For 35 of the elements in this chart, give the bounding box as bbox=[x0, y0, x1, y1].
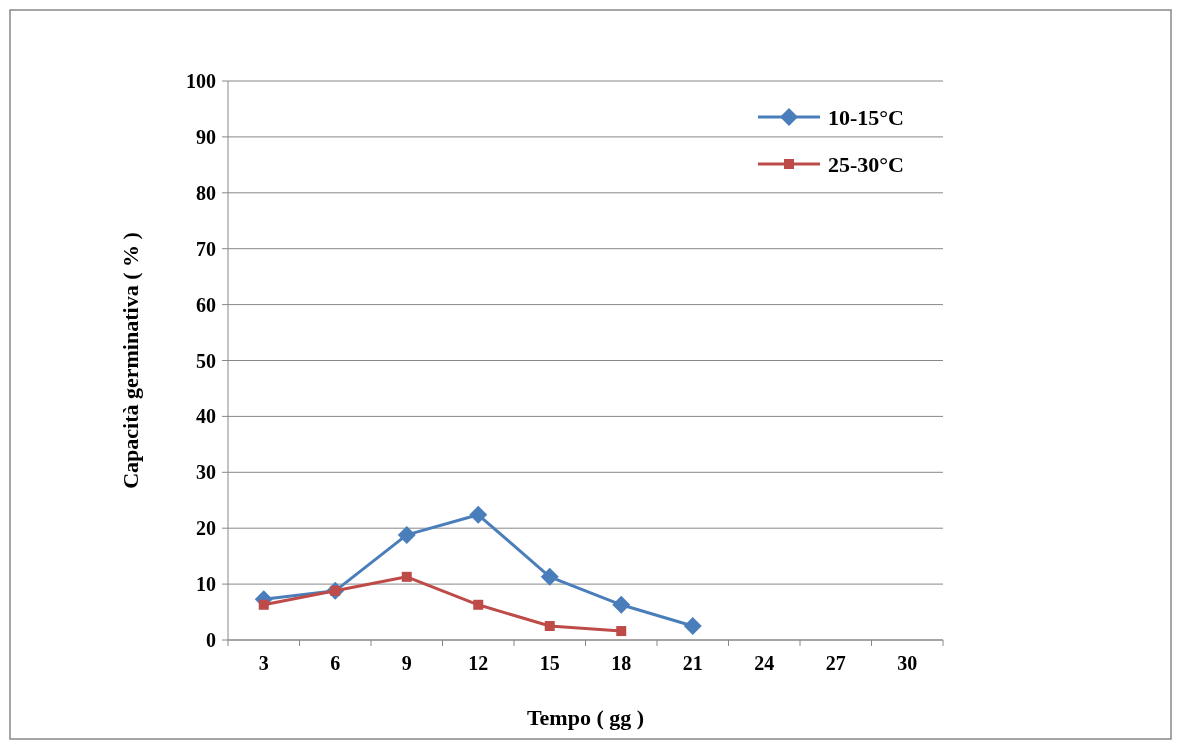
legend-label: 25-30°C bbox=[828, 151, 905, 177]
legend-label: 10-15°C bbox=[828, 104, 905, 130]
x-tick-label: 12 bbox=[468, 652, 489, 674]
x-tick-label: 27 bbox=[825, 652, 846, 674]
y-tick-label: 80 bbox=[196, 181, 216, 204]
y-tick-label: 60 bbox=[196, 293, 216, 316]
y-tick-label: 0 bbox=[206, 629, 216, 651]
y-tick-label: 20 bbox=[196, 517, 216, 540]
point bbox=[258, 599, 269, 610]
point bbox=[469, 505, 488, 524]
y-axis-title: Capacità germinativa ( % ) bbox=[118, 232, 143, 489]
point bbox=[683, 617, 702, 636]
point bbox=[540, 567, 559, 586]
y-tick-label: 40 bbox=[196, 405, 216, 428]
point bbox=[612, 595, 631, 614]
x-tick-label: 18 bbox=[611, 652, 632, 674]
x-axis-title: Tempo ( gg ) bbox=[526, 705, 645, 730]
y-tick-label: 100 bbox=[186, 70, 216, 92]
point bbox=[544, 621, 555, 632]
y-tick-label: 10 bbox=[196, 573, 216, 596]
point bbox=[616, 626, 627, 637]
point bbox=[473, 599, 484, 610]
x-tick-label: 15 bbox=[539, 652, 560, 674]
x-tick-label: 30 bbox=[897, 652, 918, 674]
y-tick-label: 30 bbox=[196, 461, 216, 484]
point bbox=[397, 525, 416, 544]
y-tick-label: 90 bbox=[196, 125, 216, 148]
x-tick-label: 24 bbox=[754, 652, 775, 674]
x-tick-label: 21 bbox=[682, 652, 703, 674]
x-tick-label: 9 bbox=[401, 652, 412, 674]
point bbox=[401, 571, 412, 582]
x-tick-label: 3 bbox=[258, 652, 269, 674]
y-tick-label: 50 bbox=[196, 349, 216, 372]
x-tick-label: 6 bbox=[330, 652, 341, 674]
y-tick-label: 70 bbox=[196, 237, 216, 260]
